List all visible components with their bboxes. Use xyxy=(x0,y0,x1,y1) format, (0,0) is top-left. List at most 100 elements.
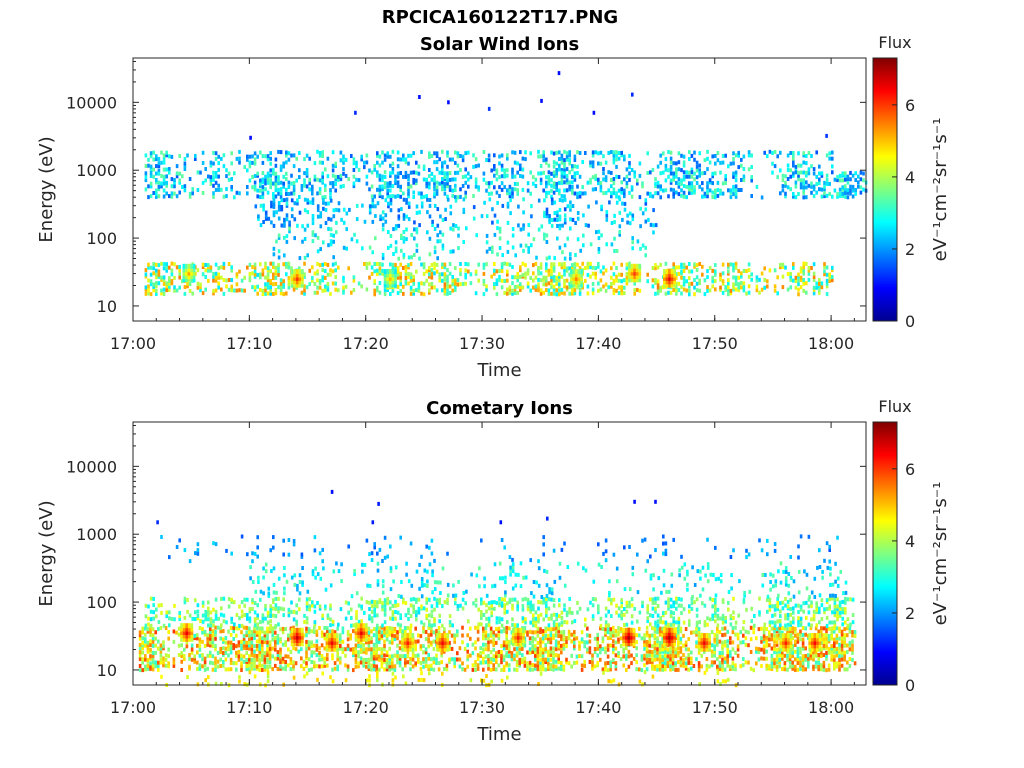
data-cell xyxy=(355,177,358,182)
data-cell xyxy=(196,188,200,192)
data-cell xyxy=(648,653,651,658)
data-cell xyxy=(320,657,324,662)
data-cell xyxy=(664,188,668,193)
data-cell xyxy=(393,627,397,631)
data-cell xyxy=(282,279,285,284)
data-cell xyxy=(149,167,153,172)
data-cell xyxy=(261,185,265,190)
data-cell xyxy=(560,650,563,655)
data-cell xyxy=(212,194,215,199)
data-cell xyxy=(173,191,176,196)
data-cell xyxy=(492,657,495,662)
data-cell xyxy=(164,657,168,662)
data-cell xyxy=(604,667,607,672)
data-cell xyxy=(523,663,527,668)
data-cell xyxy=(487,181,491,186)
data-cell xyxy=(612,643,615,648)
data-cell xyxy=(352,647,355,652)
data-cell xyxy=(555,275,558,280)
data-cell xyxy=(503,290,506,295)
data-cell xyxy=(659,195,662,200)
data-cell xyxy=(549,627,553,632)
data-cell xyxy=(224,640,228,645)
data-cell xyxy=(537,268,540,273)
data-cell xyxy=(529,276,532,280)
data-cell xyxy=(438,157,441,162)
data-cell xyxy=(170,281,174,286)
data-cell xyxy=(560,181,564,186)
data-cell xyxy=(672,288,675,292)
data-cell xyxy=(596,632,599,637)
data-cell xyxy=(422,626,425,630)
data-cell xyxy=(841,185,844,190)
data-cell xyxy=(508,287,512,292)
data-cell xyxy=(269,285,272,290)
data-cell xyxy=(288,226,291,231)
data-cell xyxy=(450,657,454,662)
data-cell xyxy=(321,195,324,200)
data-cell xyxy=(433,175,436,180)
data-cell xyxy=(448,262,452,266)
data-cell xyxy=(240,661,243,666)
data-cell xyxy=(456,633,459,638)
data-cell xyxy=(229,632,233,637)
data-cell xyxy=(407,177,410,182)
data-cell xyxy=(448,657,451,662)
data-cell xyxy=(675,275,678,280)
data-cell xyxy=(396,171,400,176)
data-cell xyxy=(789,187,792,192)
data-cell xyxy=(610,284,613,289)
data-cell xyxy=(446,178,449,183)
data-cell xyxy=(563,180,566,185)
data-cell xyxy=(399,171,402,175)
data-cell xyxy=(316,269,319,274)
data-cell xyxy=(384,213,388,218)
data-cell xyxy=(313,660,316,665)
data-cell xyxy=(651,663,654,668)
data-cell xyxy=(695,281,699,286)
data-cell xyxy=(446,287,449,292)
data-cell xyxy=(321,160,324,165)
data-cell xyxy=(391,629,394,634)
data-cell xyxy=(162,188,166,193)
hotspot-cell xyxy=(290,272,294,278)
data-cell xyxy=(804,657,807,662)
data-cell xyxy=(151,667,155,672)
data-cell xyxy=(433,245,437,250)
data-cell xyxy=(718,639,722,644)
data-cell xyxy=(523,643,527,648)
data-cell xyxy=(612,261,616,266)
data-cell xyxy=(188,282,192,287)
data-cell xyxy=(568,291,571,296)
data-cell xyxy=(656,647,659,652)
data-cell xyxy=(441,184,444,188)
data-cell xyxy=(141,660,144,665)
data-cell xyxy=(664,178,668,183)
data-cell xyxy=(576,237,580,242)
data-cell xyxy=(396,157,400,162)
data-cell xyxy=(573,154,577,159)
data-cell xyxy=(682,170,686,175)
data-cell xyxy=(305,664,308,668)
data-cell xyxy=(545,233,549,238)
data-cell xyxy=(399,188,402,193)
data-cell xyxy=(352,288,356,293)
data-cell xyxy=(287,261,291,266)
data-cell xyxy=(457,246,460,251)
data-cell xyxy=(263,637,267,641)
data-cell xyxy=(760,664,763,668)
data-cell xyxy=(682,163,686,168)
hotspot-cell xyxy=(668,282,671,288)
data-cell xyxy=(321,180,324,185)
data-cell xyxy=(217,275,220,280)
hotspot-cell xyxy=(633,263,636,269)
data-cell xyxy=(261,268,265,273)
data-cell xyxy=(326,626,329,631)
data-cell xyxy=(583,659,586,664)
data-cell xyxy=(255,639,259,644)
data-cell xyxy=(238,288,241,293)
data-cell xyxy=(245,630,248,635)
data-cell xyxy=(558,284,561,289)
data-cell xyxy=(248,630,251,634)
data-cell xyxy=(248,154,252,159)
